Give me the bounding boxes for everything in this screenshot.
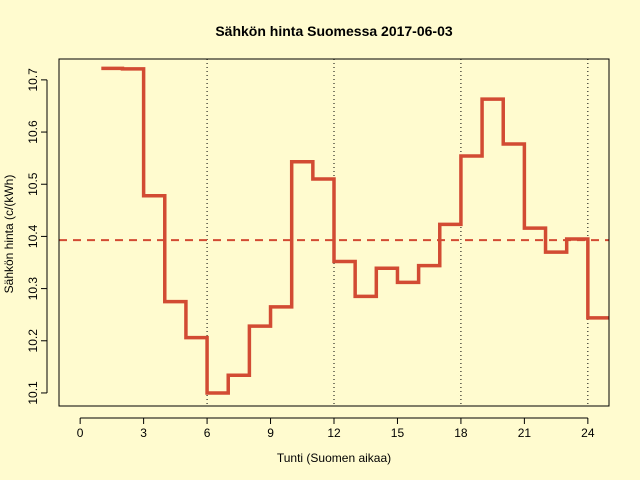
x-tick-label: 9 bbox=[267, 426, 274, 440]
y-tick-label: 10.6 bbox=[26, 120, 40, 144]
price-step-line bbox=[101, 66, 609, 395]
x-tick-label: 6 bbox=[204, 426, 211, 440]
plot-frame bbox=[58, 58, 610, 407]
y-tick-label: 10.4 bbox=[26, 224, 40, 248]
x-axis: 0 3 6 9 12 15 18 21 24 bbox=[77, 417, 595, 440]
x-tick-label: 18 bbox=[454, 426, 468, 440]
y-tick-label: 10.1 bbox=[26, 381, 40, 405]
reference-vertical-lines bbox=[206, 59, 589, 406]
x-tick-label: 12 bbox=[327, 426, 341, 440]
x-axis-label: Tunti (Suomen aikaa) bbox=[277, 451, 391, 465]
y-tick-label: 10.3 bbox=[26, 277, 40, 301]
y-tick-label: 10.2 bbox=[26, 329, 40, 353]
y-axis-label: Sähkön hinta (c/(kWh) bbox=[2, 175, 16, 294]
series-group bbox=[101, 66, 609, 395]
x-tick-label: 21 bbox=[518, 426, 532, 440]
x-tick-label: 24 bbox=[581, 426, 595, 440]
y-tick-label: 10.5 bbox=[26, 172, 40, 196]
x-tick-label: 3 bbox=[140, 426, 147, 440]
x-tick-label: 0 bbox=[77, 426, 84, 440]
x-tick-label: 15 bbox=[391, 426, 405, 440]
chart-title: Sähkön hinta Suomessa 2017-06-03 bbox=[215, 23, 453, 39]
y-tick-label: 10.7 bbox=[26, 68, 40, 92]
y-axis: 10.1 10.2 10.3 10.4 10.5 10.6 10.7 bbox=[26, 68, 48, 405]
